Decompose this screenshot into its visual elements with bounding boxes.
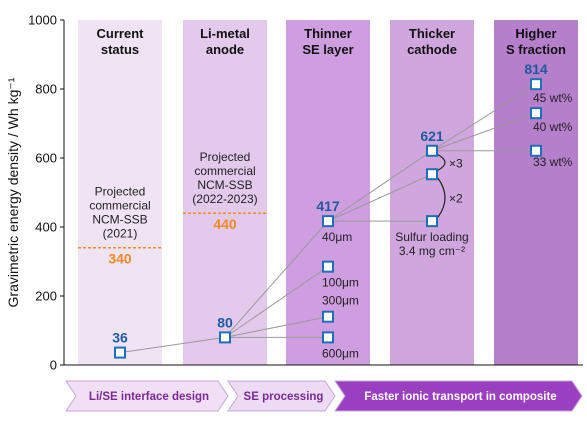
- process-bands: Li/SE interface design SE processing Faste…: [65, 380, 583, 412]
- stage-column-li-metal: [183, 20, 267, 365]
- value-label-p80: 80: [217, 314, 233, 330]
- band-label-0: Li/SE interface design: [89, 391, 209, 403]
- band-2: [334, 380, 583, 412]
- marker-p621: [426, 144, 438, 157]
- marker-p814: [530, 78, 542, 91]
- projection-text-0-0: Projected: [95, 185, 146, 199]
- multiplier-label-2: ×2: [449, 192, 463, 206]
- multiplier-label-3: ×3: [449, 156, 463, 170]
- stage-subheader-thinner-se: SE layer: [302, 42, 353, 57]
- link-p80-p417: [224, 220, 329, 338]
- stage-header-li-metal: Li-metal: [200, 26, 250, 41]
- stage-header-higher-s: Higher: [515, 26, 556, 41]
- marker-p100um: [322, 260, 334, 273]
- y-axis: 0 200 400 600 800 1000 Gravimetric energy dens…: [5, 13, 583, 373]
- multiplier-arc-2: [437, 177, 446, 218]
- stage-header-current: Current: [97, 26, 145, 41]
- marker-pc553: [426, 168, 438, 181]
- projection-text-0-1: commercial: [89, 199, 150, 213]
- marker-p600um: [322, 331, 334, 344]
- link-p80-p100um: [224, 266, 329, 338]
- point-note-p300um: 300μm: [322, 294, 359, 308]
- marker-p36: [114, 346, 126, 359]
- point-note-p600um: 600μm: [322, 346, 359, 360]
- band-label-1: SE processing: [244, 391, 324, 403]
- projection-value-0: 340: [108, 251, 132, 267]
- y-tick-label-3: 600: [35, 151, 57, 166]
- band-0: [65, 380, 229, 412]
- y-tick-label-2: 400: [35, 220, 57, 235]
- projection-text-1-0: Projected: [200, 150, 251, 164]
- stage-header-thicker-cathode: Thicker: [409, 26, 455, 41]
- stage-header-thinner-se: Thinner: [304, 26, 352, 41]
- stage-column-higher-s: [494, 20, 578, 365]
- projection-text-1-2: NCM-SSB: [197, 178, 252, 192]
- link-p417-pc553: [327, 173, 433, 222]
- link-p80-p300um: [224, 316, 329, 338]
- sulfur-loading-note: Sulfur loading: [395, 230, 468, 244]
- link-p417-p621: [327, 150, 433, 222]
- band-label-2: Faster ionic transport in composite: [364, 391, 556, 403]
- stage-subheader-current: status: [101, 42, 139, 57]
- projection-text-1-1: commercial: [194, 164, 255, 178]
- stage-subheader-higher-s: S fraction: [506, 42, 566, 57]
- y-tick-label-5: 1000: [28, 13, 57, 28]
- projections: ProjectedcommercialNCM-SSB(2021)340Proje…: [78, 150, 267, 267]
- marker-p417: [322, 215, 334, 228]
- marker-p40: [530, 107, 542, 120]
- y-tick-label-0: 0: [50, 358, 57, 373]
- y-tick-label-1: 200: [35, 289, 57, 304]
- link-p621-p814: [431, 83, 537, 152]
- point-note-p814: 45 wt%: [533, 91, 573, 105]
- marker-p80: [219, 331, 231, 344]
- multiplier-arc-3: [437, 154, 446, 171]
- y-axis-label: Gravimetric energy density / Wh kg⁻¹: [5, 77, 21, 307]
- point-note-p40: 40 wt%: [533, 120, 573, 134]
- link-p621-p40: [431, 112, 537, 152]
- link-p36-p80: [119, 336, 226, 354]
- point-note-p417: 40μm: [322, 230, 352, 244]
- stage-subheader-thicker-cathode: cathode: [407, 42, 457, 57]
- value-label-p621: 621: [420, 128, 444, 144]
- marker-p33: [530, 144, 542, 157]
- value-label-p36: 36: [112, 330, 128, 346]
- point-note-p100um: 100μm: [322, 276, 359, 290]
- projection-value-1: 440: [213, 216, 237, 232]
- stage-subheader-li-metal: anode: [206, 42, 244, 57]
- value-label-p417: 417: [316, 198, 340, 214]
- marker-p300um: [322, 310, 334, 323]
- stage-column-thinner-se: [286, 20, 370, 365]
- point-note-p33: 33 wt%: [533, 155, 573, 169]
- marker-pc417: [426, 215, 438, 228]
- projection-text-0-3: (2021): [103, 227, 138, 241]
- sulfur-loading-value: 3.4 mg cm⁻²: [399, 244, 465, 258]
- data-points: 36 80 600μm 300μm 100μm 417 40μm 621 33 wt% 40 wt…: [112, 61, 572, 360]
- band-1: [227, 380, 336, 412]
- y-tick-label-4: 800: [35, 82, 57, 97]
- projection-text-0-2: NCM-SSB: [92, 213, 147, 227]
- value-label-p814: 814: [524, 61, 548, 77]
- stage-column-current: [78, 20, 162, 365]
- stage-column-thicker-cathode: [390, 20, 474, 365]
- projection-text-1-3: (2022-2023): [192, 192, 257, 206]
